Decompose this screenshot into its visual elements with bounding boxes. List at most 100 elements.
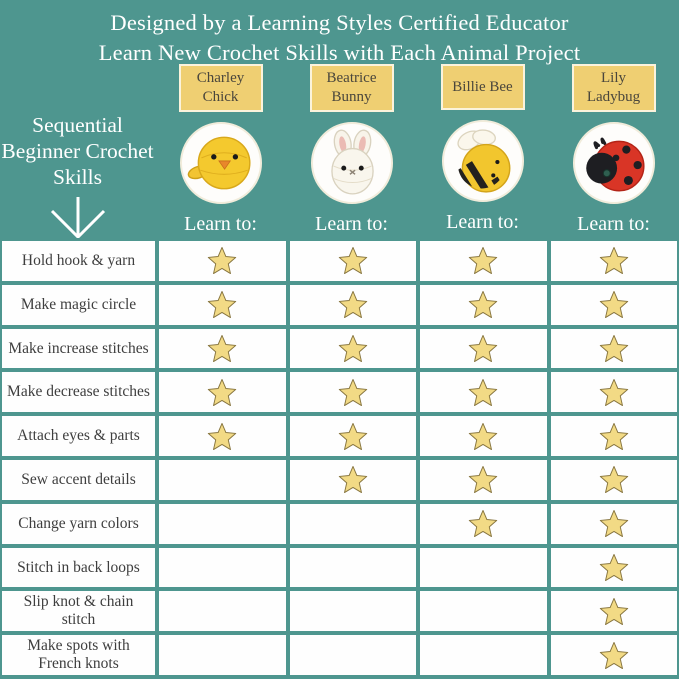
animal-columns: Charley Chick Learn to: Beatrice Bunny <box>155 64 679 238</box>
star-icon <box>469 291 498 319</box>
skill-label-text: Make magic circle <box>20 295 137 313</box>
star-cell <box>159 241 286 281</box>
star-cell <box>550 284 677 325</box>
column-lily-ladybug: Lily Ladybug Learn to: <box>548 64 679 238</box>
star-icon <box>599 334 628 363</box>
star-cell <box>550 416 677 456</box>
skill-label-text: Make spots with French knots <box>27 637 130 673</box>
star-cell <box>550 372 677 413</box>
learn-to-label: Learn to: <box>184 212 257 235</box>
star-cell <box>289 372 416 413</box>
star-icon <box>469 334 498 363</box>
skill-label: Hold hook & yarn <box>2 241 155 281</box>
empty-cell <box>420 635 547 675</box>
star-icon <box>599 247 628 275</box>
star-icon <box>208 334 237 363</box>
skill-label-text: Make decrease stitches <box>7 383 150 401</box>
learn-to-label: Learn to: <box>577 212 650 235</box>
beatrice-bunny-photo <box>310 121 393 204</box>
ladybug-amigurumi-icon <box>585 137 645 191</box>
star-icon <box>599 378 628 406</box>
star-cell <box>289 284 416 325</box>
star-cell <box>289 459 416 500</box>
star-cell <box>550 635 677 675</box>
skill-label-text: Change yarn colors <box>18 514 139 532</box>
star-cell <box>420 416 547 456</box>
learn-to-label: Learn to: <box>315 212 388 235</box>
empty-cell <box>420 547 547 588</box>
skill-label: Sew accent details <box>2 459 155 500</box>
empty-cell <box>159 635 286 675</box>
star-icon <box>599 422 628 450</box>
bee-amigurumi-icon <box>454 129 510 197</box>
row-axis-title: Sequential Beginner Crochet Skills <box>1 113 154 190</box>
star-icon <box>599 291 628 319</box>
skill-label: Change yarn colors <box>2 503 155 544</box>
down-arrow-icon <box>0 196 155 246</box>
row-axis-header: Sequential Beginner Crochet Skills <box>0 112 155 246</box>
star-cell <box>550 591 677 632</box>
star-cell <box>420 459 547 500</box>
animal-name: Billie Bee <box>452 78 513 95</box>
page-title: Designed by a Learning Styles Certified … <box>0 8 679 67</box>
empty-cell <box>289 547 416 588</box>
charley-chick-photo <box>179 121 262 204</box>
star-icon <box>469 466 498 494</box>
animal-name: Charley Chick <box>196 70 245 105</box>
star-cell <box>159 416 286 456</box>
star-cell <box>550 459 677 500</box>
star-icon <box>469 510 498 538</box>
empty-cell <box>289 503 416 544</box>
star-icon <box>599 553 628 582</box>
star-icon <box>599 641 628 669</box>
animal-name: Beatrice Bunny <box>326 70 377 105</box>
star-cell <box>550 503 677 544</box>
star-cell <box>159 328 286 369</box>
star-icon <box>599 597 628 625</box>
title-line-1: Designed by a Learning Styles Certified … <box>110 10 569 35</box>
empty-cell <box>159 591 286 632</box>
lily-ladybug-photo <box>572 121 655 204</box>
star-icon <box>208 422 237 450</box>
star-cell <box>420 328 547 369</box>
star-icon <box>338 291 367 319</box>
star-cell <box>550 328 677 369</box>
star-cell <box>420 503 547 544</box>
skill-label-text: Hold hook & yarn <box>21 251 136 269</box>
star-cell <box>550 241 677 281</box>
skill-label-text: Make increase stitches <box>8 339 149 357</box>
empty-cell <box>159 503 286 544</box>
star-icon <box>338 334 367 363</box>
name-badge: Charley Chick <box>178 64 263 112</box>
skills-table: Hold hook & yarn Make magic circle Make in… <box>0 238 679 679</box>
name-badge: Billie Bee <box>440 64 525 110</box>
star-cell <box>159 372 286 413</box>
column-billie-bee: Billie Bee Learn to: <box>417 64 548 238</box>
star-icon <box>469 378 498 406</box>
star-icon <box>338 422 367 450</box>
skill-label: Make spots with French knots <box>2 635 155 675</box>
empty-cell <box>289 635 416 675</box>
title-line-2: Learn New Crochet Skills with Each Anima… <box>98 39 581 65</box>
skill-label-text: Attach eyes & parts <box>17 427 140 445</box>
star-icon <box>469 422 498 450</box>
bunny-amigurumi-icon <box>330 129 374 195</box>
skill-label-text: Sew accent details <box>21 470 136 488</box>
learn-to-label: Learn to: <box>446 211 519 233</box>
empty-cell <box>420 591 547 632</box>
skill-label: Make magic circle <box>2 284 155 325</box>
star-icon <box>208 378 237 406</box>
skill-label: Attach eyes & parts <box>2 416 155 456</box>
skill-label-text: Slip knot & chain stitch <box>23 593 134 629</box>
star-cell <box>289 241 416 281</box>
empty-cell <box>289 591 416 632</box>
star-cell <box>159 284 286 325</box>
star-icon <box>338 466 367 494</box>
star-icon <box>469 247 498 275</box>
star-icon <box>208 291 237 319</box>
chick-amigurumi-icon <box>187 136 251 189</box>
star-icon <box>338 247 367 275</box>
star-cell <box>289 328 416 369</box>
star-icon <box>338 378 367 406</box>
star-icon <box>599 466 628 494</box>
